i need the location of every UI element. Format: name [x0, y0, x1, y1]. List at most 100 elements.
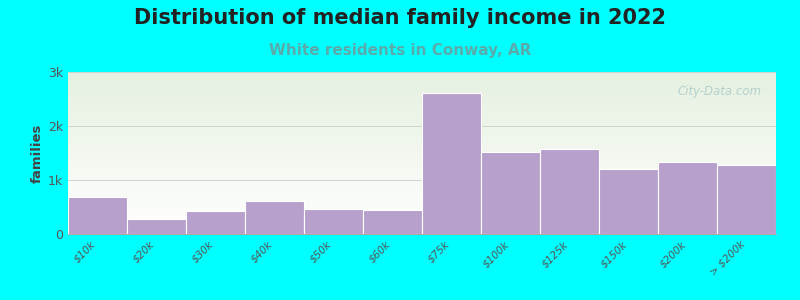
- Bar: [68, 200, 776, 201]
- Bar: [68, 88, 776, 89]
- Bar: [68, 136, 776, 137]
- Bar: [68, 219, 776, 220]
- Bar: [68, 156, 776, 157]
- Bar: [68, 155, 776, 156]
- Bar: [68, 214, 776, 215]
- Bar: [68, 186, 776, 187]
- Bar: [68, 146, 776, 147]
- Bar: [68, 205, 776, 206]
- Bar: [68, 187, 776, 188]
- Bar: [68, 181, 776, 182]
- Bar: [68, 124, 776, 125]
- Bar: [68, 160, 776, 161]
- Bar: [68, 90, 776, 91]
- Bar: [304, 208, 363, 234]
- Bar: [68, 125, 776, 126]
- Bar: [68, 170, 776, 171]
- Bar: [68, 211, 776, 212]
- Bar: [68, 159, 776, 160]
- Bar: [68, 129, 776, 130]
- Bar: [68, 76, 776, 77]
- Bar: [68, 222, 776, 223]
- Bar: [68, 189, 776, 190]
- Bar: [68, 107, 776, 108]
- Bar: [68, 158, 776, 159]
- Bar: [68, 176, 776, 177]
- Bar: [68, 105, 776, 106]
- Bar: [68, 119, 776, 120]
- Bar: [68, 233, 776, 234]
- Bar: [68, 134, 776, 135]
- Bar: [68, 103, 776, 104]
- Bar: [68, 101, 776, 102]
- Bar: [68, 130, 776, 131]
- Bar: [68, 113, 776, 114]
- Bar: [68, 226, 776, 227]
- Bar: [68, 195, 776, 196]
- Bar: [68, 92, 776, 93]
- Bar: [68, 108, 776, 109]
- Bar: [68, 112, 776, 113]
- Bar: [68, 197, 776, 198]
- Bar: [186, 211, 245, 234]
- Bar: [68, 104, 776, 105]
- Bar: [68, 171, 776, 172]
- Y-axis label: families: families: [31, 123, 44, 183]
- Bar: [68, 82, 776, 83]
- Bar: [68, 135, 776, 136]
- Bar: [68, 229, 776, 230]
- Bar: [68, 84, 776, 85]
- Bar: [68, 177, 776, 178]
- Bar: [68, 221, 776, 222]
- Bar: [68, 209, 776, 210]
- Bar: [68, 137, 776, 138]
- Bar: [68, 178, 776, 179]
- Bar: [599, 169, 658, 234]
- Bar: [68, 148, 776, 149]
- Bar: [68, 232, 776, 233]
- Text: Distribution of median family income in 2022: Distribution of median family income in …: [134, 8, 666, 28]
- Bar: [68, 225, 776, 226]
- Bar: [68, 224, 776, 225]
- Bar: [68, 100, 776, 101]
- Bar: [68, 231, 776, 232]
- Bar: [68, 117, 776, 118]
- Bar: [68, 138, 776, 139]
- Bar: [68, 183, 776, 184]
- Bar: [68, 180, 776, 181]
- Bar: [68, 83, 776, 84]
- Bar: [68, 141, 776, 142]
- Bar: [68, 122, 776, 123]
- Bar: [68, 98, 776, 99]
- Bar: [717, 165, 776, 234]
- Bar: [658, 162, 717, 234]
- Bar: [68, 173, 776, 174]
- Bar: [68, 194, 776, 195]
- Bar: [68, 120, 776, 121]
- Bar: [68, 215, 776, 216]
- Bar: [68, 132, 776, 133]
- Bar: [127, 219, 186, 234]
- Bar: [540, 149, 599, 234]
- Bar: [68, 86, 776, 87]
- Bar: [68, 78, 776, 79]
- Bar: [68, 80, 776, 81]
- Bar: [68, 162, 776, 163]
- Bar: [68, 133, 776, 134]
- Bar: [68, 111, 776, 112]
- Bar: [68, 175, 776, 176]
- Bar: [68, 196, 776, 197]
- Bar: [68, 151, 776, 152]
- Bar: [68, 207, 776, 208]
- Bar: [68, 188, 776, 189]
- Bar: [68, 85, 776, 86]
- Bar: [68, 109, 776, 110]
- Bar: [68, 198, 776, 199]
- Bar: [68, 93, 776, 94]
- Bar: [68, 185, 776, 186]
- Bar: [68, 206, 776, 207]
- Bar: [68, 217, 776, 218]
- Bar: [68, 165, 776, 166]
- Bar: [68, 116, 776, 117]
- Bar: [68, 174, 776, 175]
